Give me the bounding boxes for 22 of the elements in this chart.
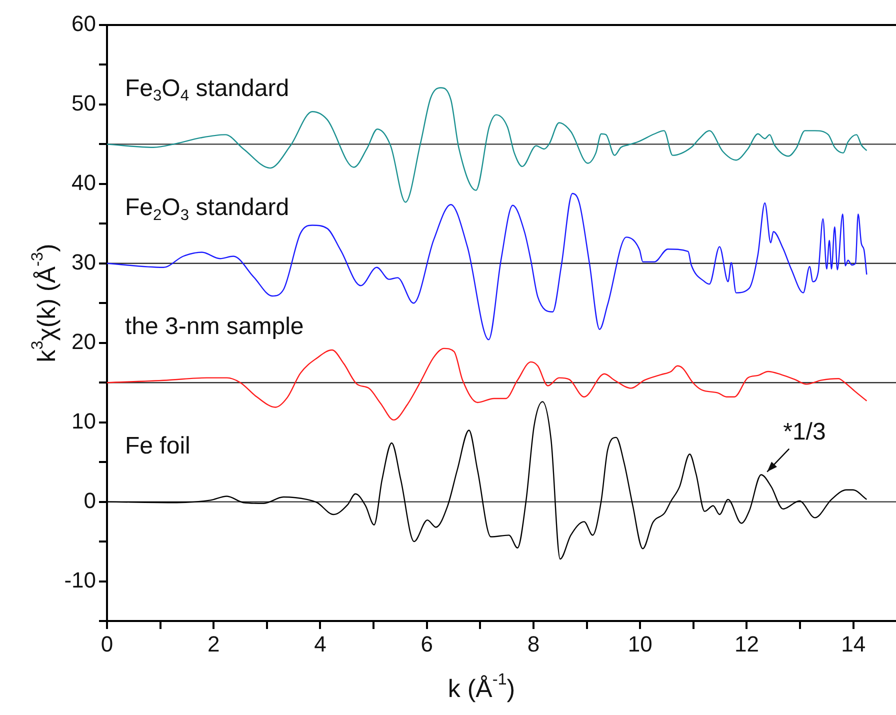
series-label: Fe foil <box>125 432 190 460</box>
x-tick-label: 4 <box>314 631 326 656</box>
y-tick-label: 0 <box>84 488 96 513</box>
series-label: the 3-nm sample <box>125 313 304 340</box>
x-tick-label: 6 <box>420 631 433 656</box>
y-tick-label: -10 <box>64 567 96 592</box>
y-tick-label: 20 <box>72 328 96 354</box>
x-tick-label: 10 <box>628 631 652 656</box>
x-tick-label: 12 <box>734 631 759 656</box>
y-tick-label: 40 <box>72 170 96 195</box>
y-tick-label: 10 <box>72 408 96 434</box>
y-axis-title: k3χ(k) (Å-3) <box>28 244 61 362</box>
y-tick-label: 50 <box>72 90 96 116</box>
x-tick-label: 8 <box>527 631 540 656</box>
x-tick-label: 14 <box>841 631 866 656</box>
y-tick-label: 30 <box>72 249 96 274</box>
line-series <box>107 192 868 340</box>
annotation: *1/3 <box>783 418 826 446</box>
y-tick-label: 60 <box>72 11 96 36</box>
x-tick-label: 0 <box>100 631 114 656</box>
x-tick-label: 2 <box>207 631 220 656</box>
line-series <box>107 348 868 421</box>
